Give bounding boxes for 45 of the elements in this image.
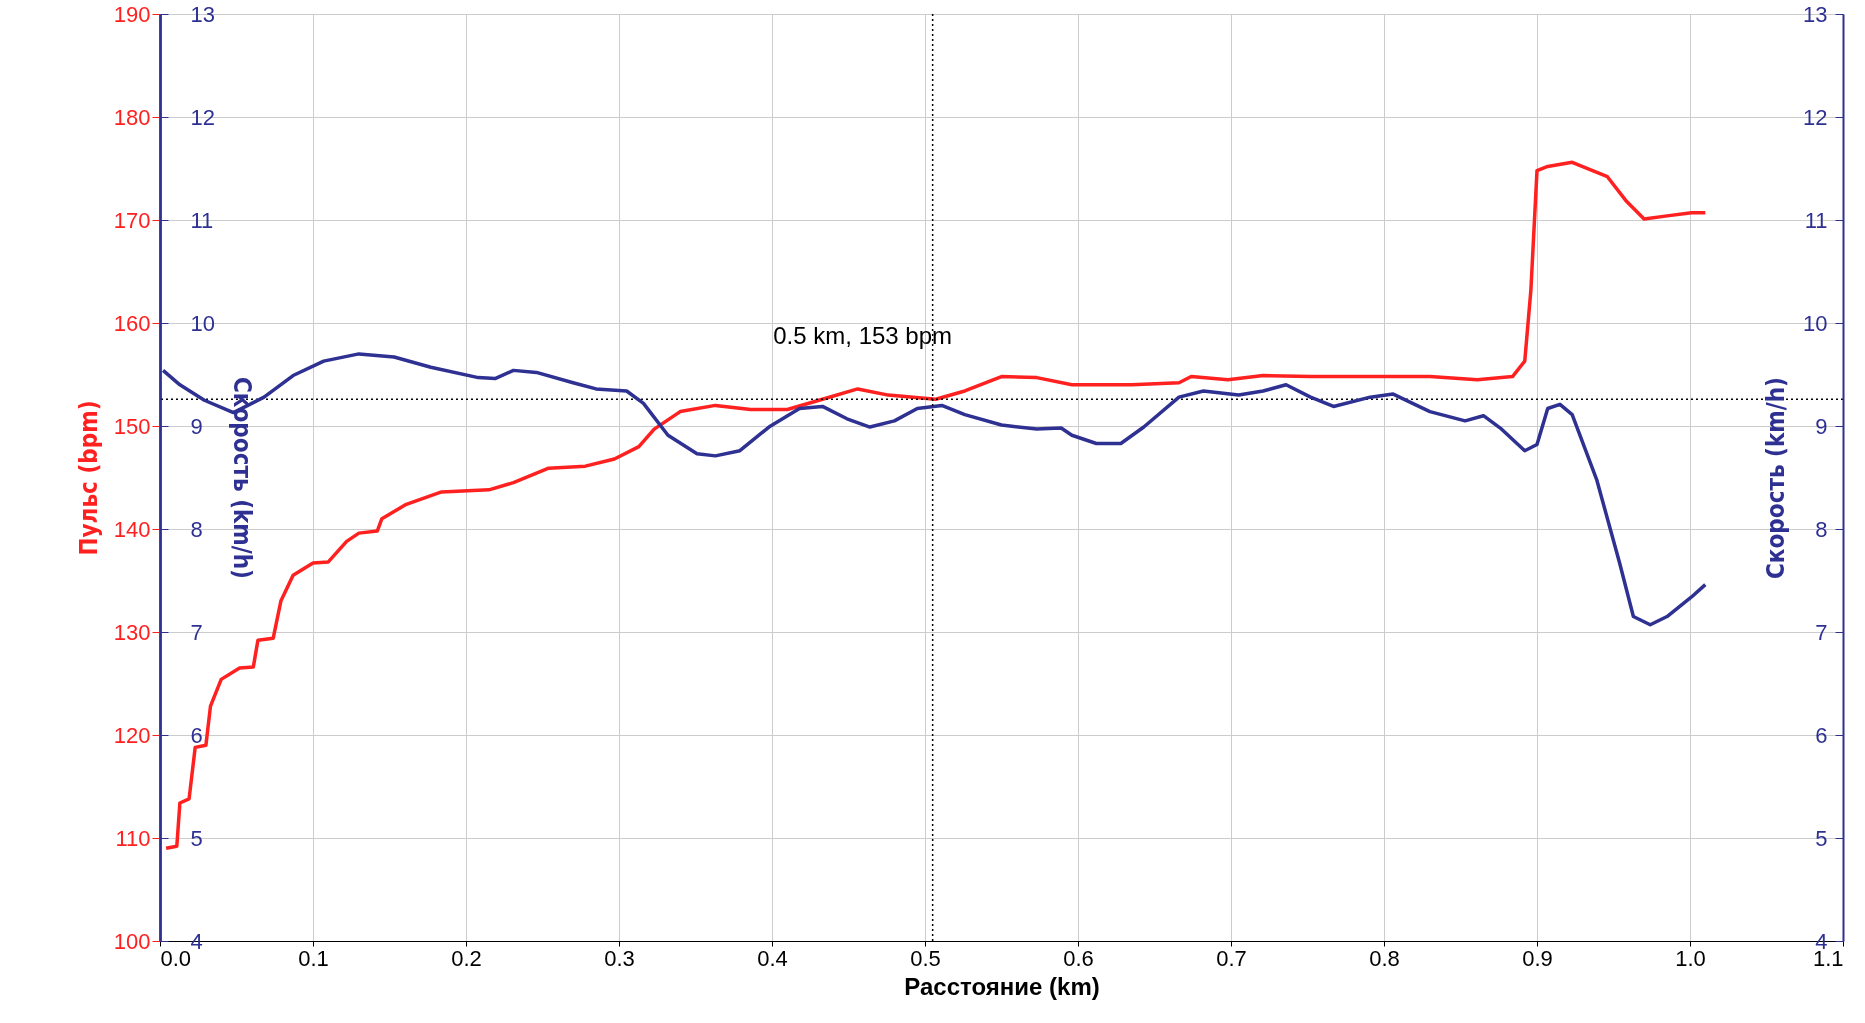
x-tick-label: 0.9 [1522,945,1553,971]
y3-tick-label: 6 [1815,722,1828,748]
y-tick-label: 170 [113,207,151,233]
y2-tick-label: 7 [190,619,203,645]
y2-tick-label: 12 [190,104,215,130]
x-tick-label: 1.0 [1675,945,1706,971]
y3-tick-label: 12 [1803,104,1828,130]
y-tick-label: 130 [113,619,151,645]
y3-tick-label: 9 [1815,413,1828,439]
y3-tick-label: 10 [1803,310,1828,336]
x-tick-label: 0.0 [160,945,192,971]
y-tick-label: 190 [113,1,151,27]
y3-tick-label: 8 [1815,516,1828,542]
y-tick-label: 180 [113,104,151,130]
x-axis-title: Расстояние (km) [904,972,1100,1000]
annotation: 0.5 km, 153 bpm [773,322,953,350]
y2-tick-label: 6 [190,722,203,748]
y3-tick-label: 5 [1815,825,1828,851]
line-series [164,160,1708,851]
x-tick-label: 0.8 [1369,945,1400,971]
y2-tick-label: 10 [190,310,215,336]
y-tick-label: 160 [113,310,151,336]
x-tick-label: 0.7 [1216,945,1247,971]
x-tick-label: 0.1 [298,945,329,971]
x-tick-label: 0.5 [910,945,941,971]
y3-tick-label: 11 [1804,207,1828,233]
y2-tick-label: 9 [190,413,203,439]
x-tick-label: 0.4 [757,945,788,971]
y3-axis-title: Скорость (km/h) [1762,377,1791,579]
y-tick-label: 150 [113,413,151,439]
y3-tick-label: 7 [1815,619,1828,645]
x-tick-label: 0.2 [451,945,482,971]
y3-tick-label: 13 [1803,1,1828,27]
y-axis-title: Пульс (bpm) [74,400,103,556]
y2-tick-label: 8 [190,516,203,542]
x-tick-label: 0.6 [1063,945,1094,971]
y2-tick-label: 13 [190,1,215,27]
y-tick-label: 120 [113,722,151,748]
y2-tick-label: 5 [190,825,203,851]
y-tick-label: 140 [113,516,151,542]
y2-axis-title: Скорость (km/h) [227,377,256,579]
y-tick-label: 100 [113,928,151,954]
y2-tick-label: 11 [190,207,214,233]
x-tick-label: 0.3 [604,945,635,971]
y-tick-label: 110 [115,825,151,851]
